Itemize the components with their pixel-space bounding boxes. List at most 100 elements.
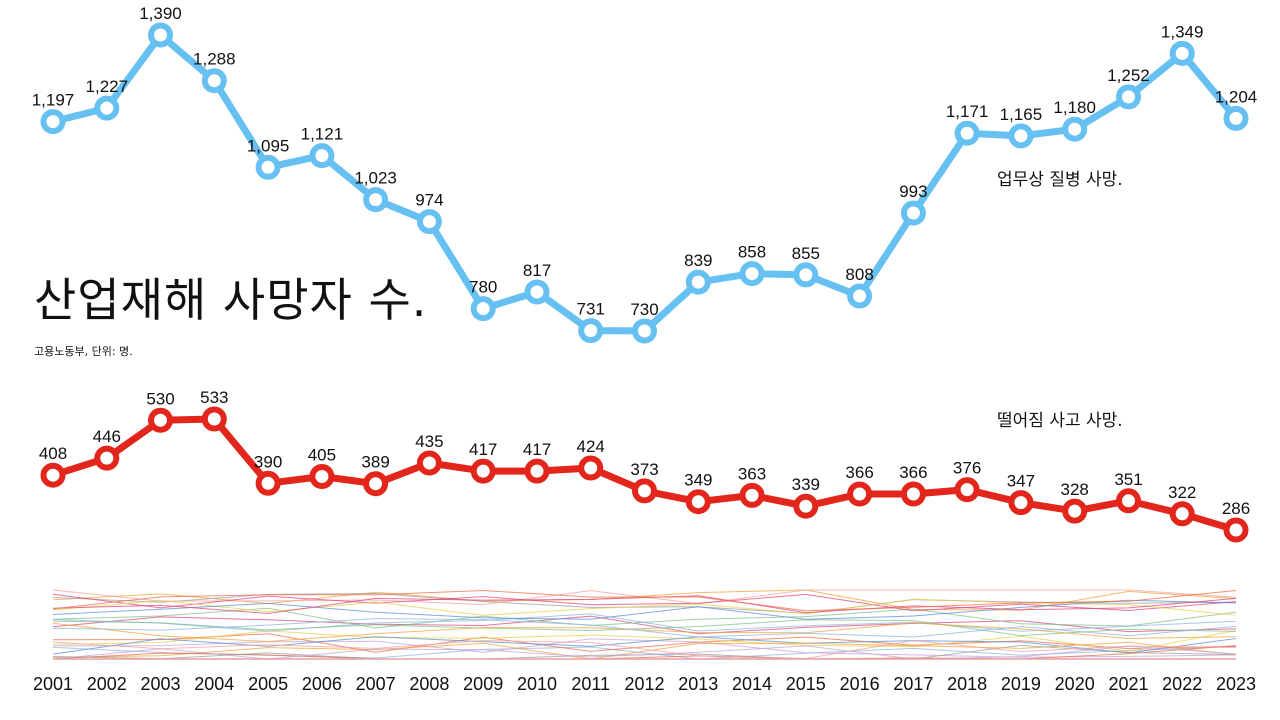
fall-data-label: 363 [738,464,766,483]
disease-point [524,279,550,305]
disease-data-label: 1,197 [32,91,75,110]
disease-point [739,261,765,287]
fall-data-label: 446 [93,427,121,446]
x-tick-label: 2008 [409,674,449,694]
fall-data-label: 347 [1007,472,1035,491]
disease-point [632,318,657,344]
x-tick-label: 2005 [248,674,288,694]
fall-point [847,481,873,507]
fall-point [1062,498,1088,524]
fall-data-label: 322 [1168,483,1196,502]
fall-point [363,471,389,497]
fall-data-label: 389 [361,453,389,472]
fall-point [793,493,819,519]
x-tick-label: 2021 [1108,674,1148,694]
fall-data-label: 366 [845,463,873,482]
fall-accident-series: 408 446 530 533 390 405 389 435 417 417 424 373 349 3… [39,388,1250,543]
fall-point [416,450,442,476]
fall-data-label: 435 [415,432,443,451]
fall-point [578,455,604,481]
background-line [52,589,1237,612]
fall-point [954,477,980,503]
disease-data-label: 780 [469,278,497,297]
disease-data-label: 858 [738,243,766,262]
x-tick-label: 2002 [87,674,127,694]
chart-title: 산업재해 사망자 수. [34,273,428,327]
disease-point [1008,123,1034,149]
fall-point [524,458,550,484]
disease-point [309,143,335,169]
fall-data-label: 328 [1061,480,1089,499]
disease-point [416,209,442,235]
x-tick-label: 2003 [140,674,180,694]
background-line [52,622,1237,643]
fall-point [309,464,335,489]
disease-point [793,262,819,288]
fall-data-label: 390 [254,452,282,471]
fall-data-label: 373 [630,460,658,479]
x-tick-label: 2013 [678,674,718,694]
background-line [52,645,1237,660]
x-tick-label: 2007 [356,674,396,694]
fall-data-label: 351 [1114,470,1142,489]
background-line [52,598,1237,616]
disease-point [470,296,496,322]
fall-data-label: 286 [1222,499,1250,518]
disease-data-label: 1,252 [1107,66,1150,85]
disease-data-label: 974 [415,191,443,210]
x-tick-label: 2001 [33,674,73,694]
background-line [52,630,1237,652]
disease-data-label: 839 [684,251,712,270]
fall-data-label: 424 [577,437,605,456]
fall-data-label: 339 [792,475,820,494]
x-tick-label: 2023 [1216,674,1256,694]
x-tick-label: 2011 [571,674,610,694]
fall-point [470,458,496,484]
disease-data-label: 1,095 [247,136,290,155]
background-series-lines [52,589,1237,660]
disease-point [148,22,173,48]
x-tick-label: 2004 [194,674,234,694]
disease-point [1223,105,1249,131]
disease-data-label: 1,390 [139,4,182,23]
x-tick-label: 2015 [786,674,826,694]
fall-point [739,482,765,508]
disease-point [255,154,281,180]
disease-point [1062,116,1088,142]
fall-point [40,462,66,488]
fall-point [148,407,173,433]
fall-point [1116,488,1141,514]
series-label-disease: 업무상 질병 사망. [997,170,1123,190]
chart-source-note: 고용노동부, 단위: 명. [34,345,133,358]
background-line [52,638,1237,658]
fall-data-label: 417 [469,440,497,459]
fall-data-label: 405 [308,446,336,465]
background-line [52,615,1237,635]
fall-data-label: 349 [684,471,712,490]
disease-point [954,120,980,146]
disease-point [847,283,873,309]
fall-point [1008,490,1034,516]
background-line [52,633,1237,653]
x-tick-label: 2020 [1055,674,1095,694]
background-line [52,619,1237,637]
disease-point [578,318,604,344]
background-line [52,599,1237,620]
background-line [52,645,1237,660]
background-line [52,618,1237,638]
fall-data-label: 408 [39,444,67,463]
occupational-disease-series: 1,197 1,227 1,390 1,288 1,095 1,121 1,023 974 78… [32,4,1257,344]
fall-point [255,470,281,496]
x-tick-label: 2006 [302,674,342,694]
disease-data-label: 808 [845,265,873,284]
disease-data-label: 1,349 [1161,22,1204,41]
background-line [52,589,1237,611]
x-tick-label: 2009 [463,674,503,694]
fall-point [201,406,227,432]
background-line [52,595,1237,615]
disease-point [363,187,389,213]
disease-data-label: 1,023 [354,169,397,188]
fall-point [900,481,926,507]
disease-data-label: 1,171 [946,102,989,121]
